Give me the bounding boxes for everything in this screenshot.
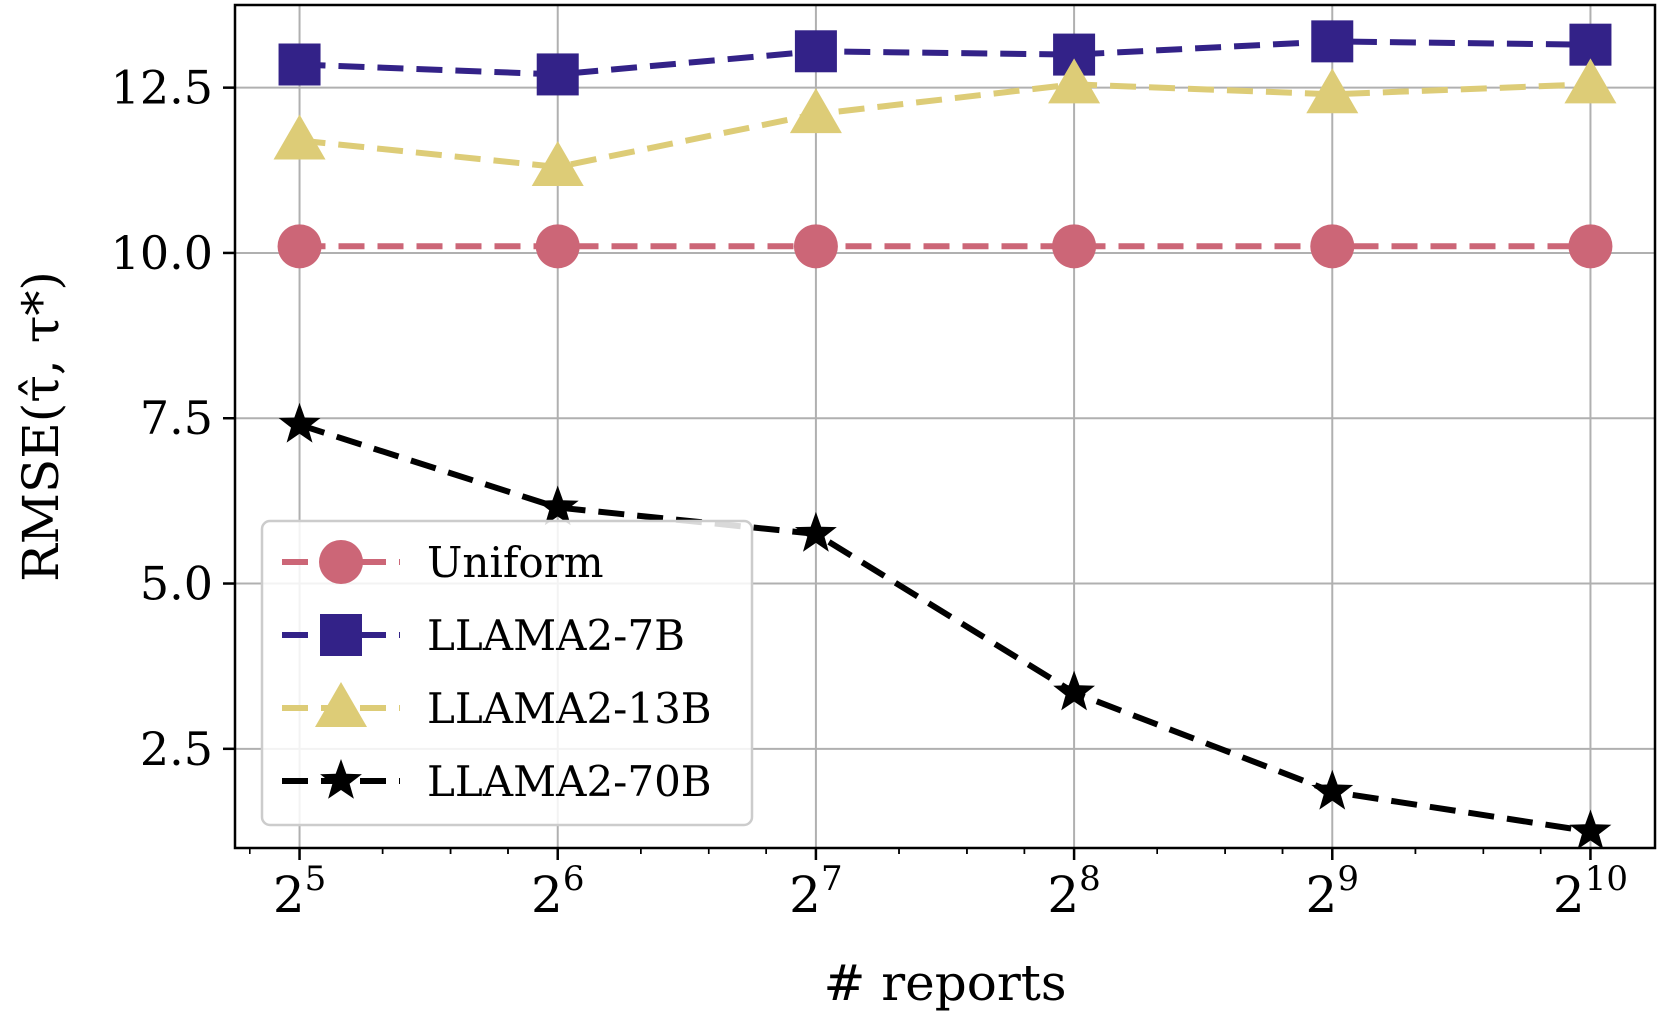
legend-box (260, 519, 754, 827)
x-tick-base: 2 (531, 866, 563, 924)
y-tick-label: 2.5 (140, 722, 213, 776)
legend-label-llama2-7b: LLAMA2-7B (427, 611, 685, 660)
legend-marker-llama2-70b (320, 759, 362, 799)
legend-label-llama2-70b: LLAMA2-70B (427, 757, 712, 806)
series-lines (298, 38, 1591, 835)
data-point-llama2-13b (789, 88, 842, 134)
y-tick-label: 5.0 (140, 557, 213, 611)
x-tick-label: 27 (789, 859, 842, 924)
x-tick-exponent: 10 (1585, 859, 1628, 899)
y-tick-label: 12.5 (111, 61, 213, 115)
data-point-llama2-7b (278, 43, 321, 86)
data-point-llama2-70b (536, 485, 579, 526)
legend-marker-uniform (319, 540, 363, 584)
x-tick-exponent: 6 (563, 859, 585, 899)
series-line-llama2-70b (298, 421, 1591, 835)
legend-marker-llama2-7b (320, 614, 362, 656)
data-point-uniform (1568, 224, 1613, 269)
data-point-uniform (1310, 224, 1355, 269)
x-tick-label: 25 (273, 859, 326, 924)
series-line-llama2-13b (299, 81, 1591, 170)
x-tick-base: 2 (273, 866, 305, 924)
data-point-llama2-13b (531, 140, 584, 186)
x-tick-label: 29 (1306, 859, 1359, 924)
x-tick-exponent: 8 (1079, 859, 1101, 899)
x-tick-base: 2 (1306, 866, 1338, 924)
data-point-llama2-70b (1569, 809, 1612, 850)
series-markers (273, 20, 1617, 850)
y-axis-ticks: 2.5 5.0 7.5 10.0 12.5 (111, 61, 235, 776)
y-tick-label: 10.0 (111, 226, 213, 280)
y-axis-title: RMSE(τ̂, τ*) (12, 271, 70, 582)
x-tick-base: 2 (789, 866, 821, 924)
x-tick-base: 2 (1047, 866, 1079, 924)
x-tick-label: 210 (1553, 859, 1628, 924)
data-point-llama2-13b (273, 114, 326, 160)
x-axis-ticks: 25 26 27 28 29 210 (249, 848, 1628, 924)
data-point-llama2-7b (1311, 20, 1354, 63)
data-point-uniform (277, 224, 322, 269)
x-axis-title: # reports (823, 954, 1066, 1012)
legend: Uniform LLAMA2-7B LLAMA2-13B LLAMA2-70B (260, 519, 754, 827)
data-point-llama2-70b (1311, 769, 1354, 810)
data-point-llama2-70b (795, 511, 837, 552)
data-point-llama2-13b (1048, 58, 1101, 104)
plot-frame (233, 3, 1657, 850)
y-tick-label: 7.5 (140, 391, 213, 445)
series-line-llama2-7b (299, 38, 1591, 78)
data-point-uniform (535, 224, 580, 269)
legend-marker-llama2-13b (315, 682, 367, 727)
data-point-llama2-7b (536, 53, 579, 96)
x-tick-exponent: 7 (821, 859, 843, 899)
data-point-uniform (1052, 224, 1097, 269)
x-tick-exponent: 5 (305, 859, 327, 899)
data-point-llama2-7b (794, 30, 837, 73)
data-point-llama2-70b (278, 402, 321, 443)
data-point-uniform (793, 224, 838, 269)
x-tick-label: 28 (1047, 859, 1100, 924)
data-point-llama2-13b (1306, 68, 1359, 114)
x-tick-exponent: 9 (1337, 859, 1359, 899)
data-point-llama2-70b (1053, 670, 1095, 711)
x-tick-label: 26 (531, 859, 584, 924)
legend-label-uniform: Uniform (427, 538, 604, 587)
legend-label-llama2-13b: LLAMA2-13B (427, 684, 712, 733)
x-tick-base: 2 (1553, 866, 1585, 924)
data-point-llama2-13b (1564, 58, 1617, 104)
